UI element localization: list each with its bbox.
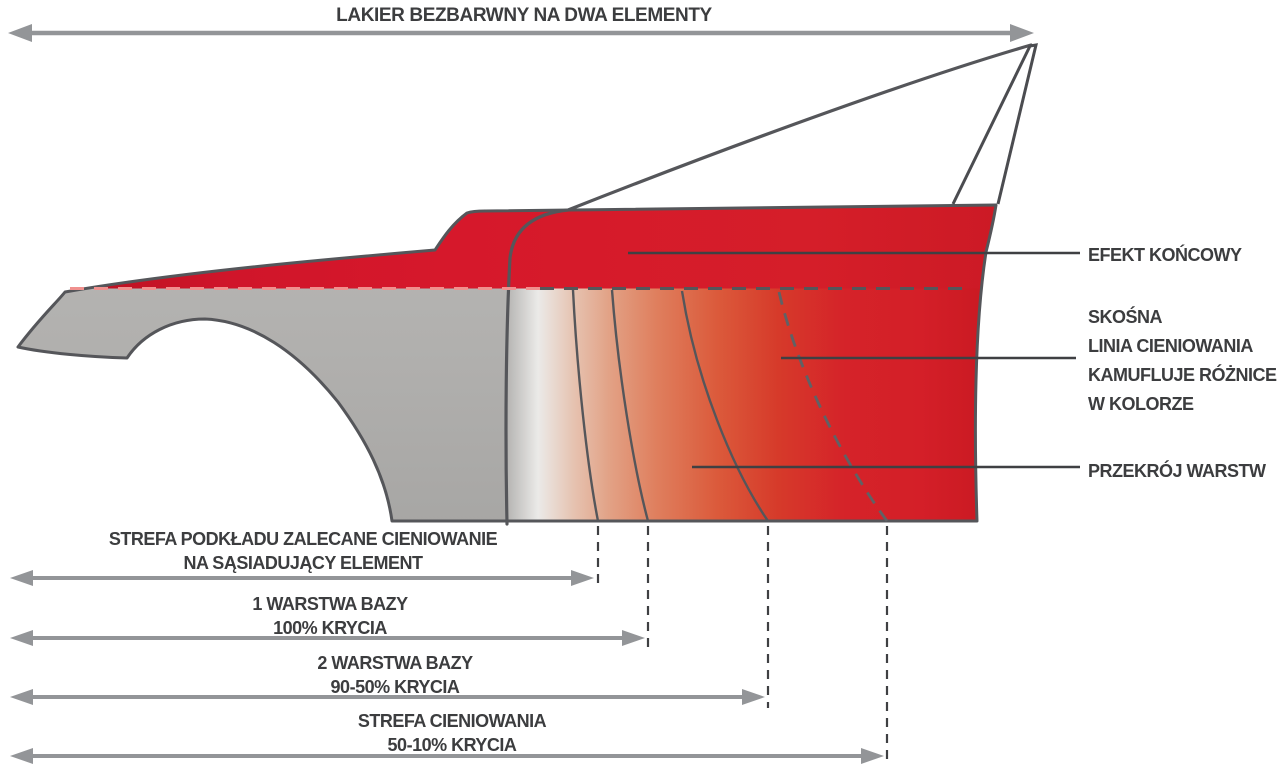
- diagram-title: LAKIER BEZBARWNY NA DWA ELEMENTY: [336, 5, 712, 26]
- label-base2-zone-line1: 2 WARSTWA BAZY: [317, 653, 473, 673]
- arrow-shading-zone: [10, 748, 884, 764]
- label-primer-zone: STREFA PODKŁADU ZALECANE CIENIOWANIE NA …: [108, 527, 498, 575]
- label-base1-zone-line1: 1 WARSTWA BAZY: [252, 594, 408, 614]
- callout-lines: [628, 251, 1080, 469]
- zone-boundary-base1-end: [610, 289, 650, 522]
- label-shading-zone-line1: STREFA CIENIOWANIA: [357, 711, 547, 731]
- label-shading-line-4: W KOLORZE: [1088, 394, 1194, 414]
- label-shading-zone-line2: 50-10% KRYCIA: [387, 735, 517, 755]
- pillar-right-line: [996, 43, 1038, 205]
- arrow-base1-zone: [10, 630, 645, 646]
- label-base2-zone-line2: 90-50% KRYCIA: [330, 677, 460, 697]
- arrow-clear-coat: [8, 24, 1034, 42]
- label-shading-line: SKOŚNA LINIA CIENIOWANIA KAMUFLUJE RÓŻNI…: [1088, 303, 1277, 419]
- label-final-effect: EFEKT KOŃCOWY: [1088, 245, 1242, 265]
- panel-gap-and-window-arc: [504, 43, 1033, 526]
- label-cross-section: PRZEKRÓJ WARSTW: [1088, 461, 1266, 481]
- arrow-base2-zone: [10, 689, 765, 705]
- arrow-primer-zone: [10, 570, 594, 586]
- label-shading-line-2: LINIA CIENIOWANIA: [1088, 336, 1253, 356]
- pillar-left-line: [951, 45, 1032, 205]
- label-base1-zone: 1 WARSTWA BAZY 100% KRYCIA: [252, 592, 408, 640]
- zone-boundary-base2-end: [680, 290, 769, 522]
- dimension-drop-lines: [596, 526, 889, 766]
- car-body-outline: [16, 203, 998, 523]
- label-primer-zone-line1: STREFA PODKŁADU ZALECANE CIENIOWANIE: [108, 529, 498, 549]
- blend-zone-boundaries: [571, 289, 889, 522]
- label-primer-zone-line2: NA SĄSIADUJĄCY ELEMENT: [183, 553, 423, 573]
- label-shading-zone: STREFA CIENIOWANIA 50-10% KRYCIA: [357, 709, 547, 757]
- label-shading-line-1: SKOŚNA: [1088, 307, 1163, 327]
- zone-boundary-primer-end: [571, 289, 600, 522]
- label-shading-line-3: KAMUFLUJE RÓŻNICE: [1088, 365, 1277, 385]
- label-base2-zone: 2 WARSTWA BAZY 90-50% KRYCIA: [317, 651, 473, 699]
- door-blend-gradient: [505, 287, 995, 521]
- dimension-arrows: [8, 24, 1034, 764]
- diagonal-shading-line: [777, 291, 889, 522]
- label-base1-zone-line2: 100% KRYCIA: [273, 618, 387, 638]
